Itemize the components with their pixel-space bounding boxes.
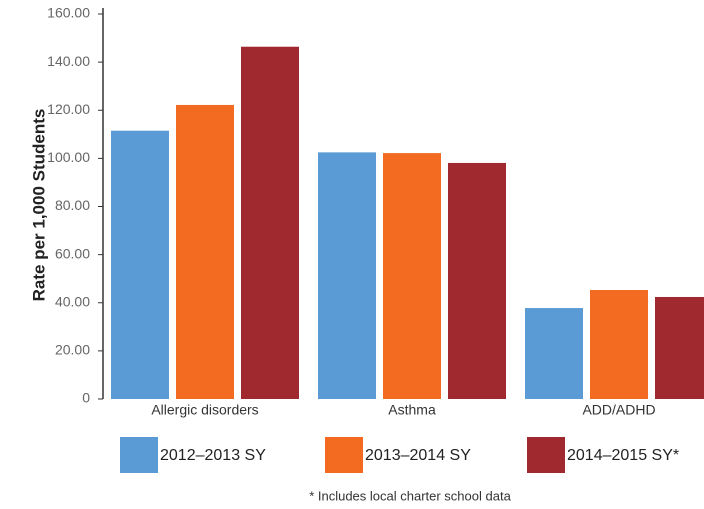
y-tick-label: 40.00	[55, 293, 90, 309]
legend-swatch	[120, 437, 158, 473]
bar	[241, 46, 299, 399]
bar	[590, 289, 648, 399]
y-tick-label: 120.00	[47, 101, 90, 117]
legend-swatch	[527, 437, 565, 473]
bar	[383, 153, 441, 399]
bar	[525, 308, 583, 399]
y-axis-label: Rate per 1,000 Students	[29, 109, 48, 302]
y-tick-label: 100.00	[47, 149, 90, 165]
bar	[655, 296, 704, 399]
y-tick-label: 60.00	[55, 245, 90, 261]
y-tick-label: 0	[82, 390, 90, 406]
x-tick-label: ADD/ADHD	[582, 402, 655, 418]
bar	[176, 104, 234, 400]
x-tick-label: Allergic disorders	[151, 402, 258, 418]
bar	[318, 152, 376, 399]
legend-label: 2013–2014 SY	[365, 447, 471, 464]
legend-label: 2014–2015 SY*	[567, 447, 679, 464]
legend-swatch	[325, 437, 363, 473]
y-tick-label: 160.00	[47, 5, 90, 21]
y-tick-label: 140.00	[47, 53, 90, 69]
y-tick-label: 80.00	[55, 197, 90, 213]
bar	[111, 130, 169, 399]
x-tick-label: Asthma	[388, 402, 436, 418]
legend-label: 2012–2013 SY	[160, 447, 266, 464]
bar	[448, 162, 506, 399]
y-tick-label: 20.00	[55, 342, 90, 358]
footnote: * Includes local charter school data	[309, 488, 511, 503]
